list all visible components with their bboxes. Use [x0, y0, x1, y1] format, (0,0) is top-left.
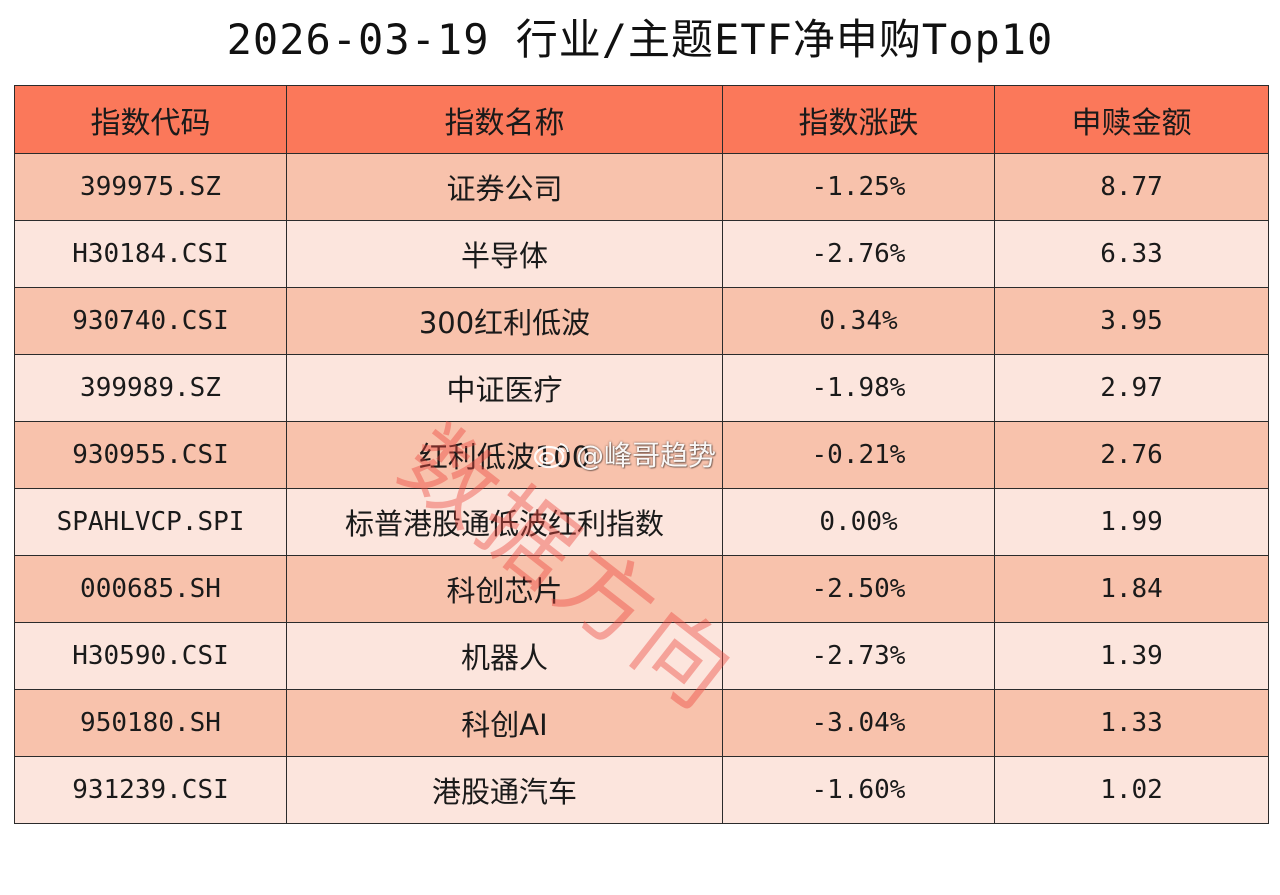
table-row: SPAHLVCP.SPI 标普港股通低波红利指数 0.00% 1.99 — [14, 488, 1269, 556]
cell-index-change: -1.98% — [722, 354, 995, 422]
cell-net-amount: 1.02 — [994, 756, 1269, 824]
cell-index-code: H30184.CSI — [14, 220, 287, 288]
table-row: 930955.CSI 红利低波100 -0.21% 2.76 — [14, 421, 1269, 489]
table-row: 399989.SZ 中证医疗 -1.98% 2.97 — [14, 354, 1269, 422]
cell-index-name: 科创芯片 — [286, 555, 723, 623]
table-row: H30590.CSI 机器人 -2.73% 1.39 — [14, 622, 1269, 690]
cell-index-change: -2.73% — [722, 622, 995, 690]
cell-index-change: -1.60% — [722, 756, 995, 824]
cell-index-change: -1.25% — [722, 153, 995, 221]
cell-index-change: -2.50% — [722, 555, 995, 623]
cell-index-name: 半导体 — [286, 220, 723, 288]
cell-index-code: 930955.CSI — [14, 421, 287, 489]
table-body: 399975.SZ 证券公司 -1.25% 8.77 H30184.CSI 半导… — [14, 153, 1269, 824]
cell-index-name: 红利低波100 — [286, 421, 723, 489]
cell-index-change: -0.21% — [722, 421, 995, 489]
cell-index-name: 港股通汽车 — [286, 756, 723, 824]
header-net-amount: 申赎金额 — [994, 85, 1269, 154]
cell-index-change: 0.34% — [722, 287, 995, 355]
cell-index-name: 中证医疗 — [286, 354, 723, 422]
cell-net-amount: 3.95 — [994, 287, 1269, 355]
cell-index-name: 科创AI — [286, 689, 723, 757]
cell-net-amount: 8.77 — [994, 153, 1269, 221]
table-row: 399975.SZ 证券公司 -1.25% 8.77 — [14, 153, 1269, 221]
cell-index-code: 930740.CSI — [14, 287, 287, 355]
cell-index-code: SPAHLVCP.SPI — [14, 488, 287, 556]
cell-net-amount: 2.97 — [994, 354, 1269, 422]
cell-index-code: 931239.CSI — [14, 756, 287, 824]
header-index-code: 指数代码 — [14, 85, 287, 154]
page-title: 2026-03-19 行业/主题ETF净申购Top10 — [226, 15, 1054, 64]
cell-index-change: 0.00% — [722, 488, 995, 556]
cell-net-amount: 1.84 — [994, 555, 1269, 623]
cell-index-name: 证券公司 — [286, 153, 723, 221]
cell-index-name: 300红利低波 — [286, 287, 723, 355]
cell-index-code: 000685.SH — [14, 555, 287, 623]
table-row: 931239.CSI 港股通汽车 -1.60% 1.02 — [14, 756, 1269, 824]
table-row: 950180.SH 科创AI -3.04% 1.33 — [14, 689, 1269, 757]
etf-table: 指数代码 指数名称 指数涨跌 申赎金额 399975.SZ 证券公司 -1.25… — [14, 85, 1269, 824]
cell-net-amount: 1.33 — [994, 689, 1269, 757]
cell-net-amount: 1.99 — [994, 488, 1269, 556]
cell-index-change: -3.04% — [722, 689, 995, 757]
cell-index-code: 399989.SZ — [14, 354, 287, 422]
cell-index-name: 标普港股通低波红利指数 — [286, 488, 723, 556]
cell-index-code: 950180.SH — [14, 689, 287, 757]
cell-net-amount: 2.76 — [994, 421, 1269, 489]
cell-index-name: 机器人 — [286, 622, 723, 690]
table-row: 930740.CSI 300红利低波 0.34% 3.95 — [14, 287, 1269, 355]
cell-net-amount: 1.39 — [994, 622, 1269, 690]
header-index-change: 指数涨跌 — [722, 85, 995, 154]
header-index-name: 指数名称 — [286, 85, 723, 154]
cell-net-amount: 6.33 — [994, 220, 1269, 288]
cell-index-change: -2.76% — [722, 220, 995, 288]
table-header-row: 指数代码 指数名称 指数涨跌 申赎金额 — [14, 85, 1269, 154]
cell-index-code: H30590.CSI — [14, 622, 287, 690]
table-row: H30184.CSI 半导体 -2.76% 6.33 — [14, 220, 1269, 288]
cell-index-code: 399975.SZ — [14, 153, 287, 221]
table-row: 000685.SH 科创芯片 -2.50% 1.84 — [14, 555, 1269, 623]
